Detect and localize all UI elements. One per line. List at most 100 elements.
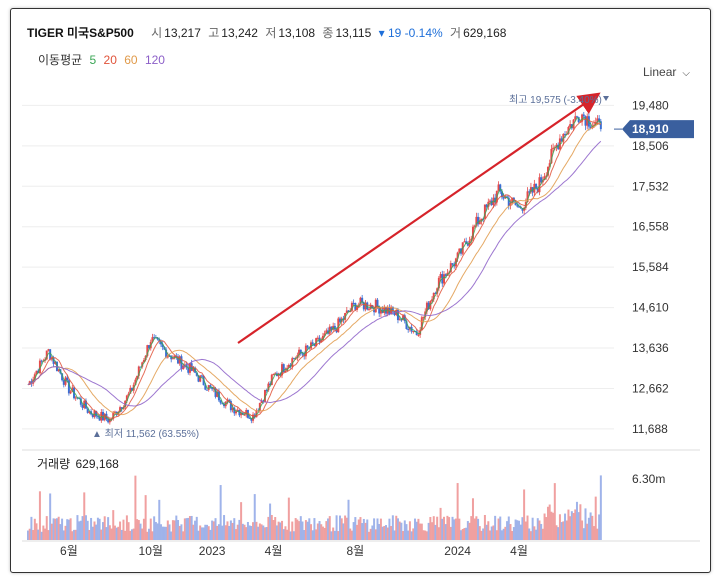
candle-body bbox=[378, 306, 381, 314]
candle-body bbox=[130, 387, 133, 391]
candle-body bbox=[540, 177, 543, 183]
candle-body bbox=[374, 299, 377, 313]
candle-body bbox=[431, 299, 434, 301]
candle-body bbox=[528, 191, 531, 193]
candle-body bbox=[364, 302, 367, 310]
volume-bar bbox=[211, 520, 214, 540]
scale-dropdown[interactable]: Linear ⌵ bbox=[643, 65, 690, 79]
candle-body bbox=[183, 364, 186, 366]
candle-body bbox=[281, 364, 284, 376]
candle-body bbox=[369, 305, 372, 310]
candle-body bbox=[229, 401, 232, 411]
volume-bar bbox=[591, 515, 594, 540]
candle-body bbox=[88, 411, 91, 413]
candle-body bbox=[402, 315, 405, 320]
volume-bar bbox=[374, 529, 377, 540]
candle-body bbox=[575, 116, 578, 118]
volume-bar bbox=[69, 518, 72, 540]
volume-bar bbox=[207, 526, 210, 540]
volume-bar bbox=[243, 524, 246, 540]
volume-bar bbox=[526, 515, 529, 540]
volume-bar bbox=[575, 501, 578, 540]
volume-bar bbox=[470, 516, 473, 540]
x-tick-label: 6월 bbox=[60, 544, 78, 558]
volume-bar bbox=[159, 524, 162, 540]
candle-body bbox=[574, 116, 577, 120]
high-label: 고 bbox=[208, 26, 220, 40]
volume-bar bbox=[572, 513, 575, 540]
volume-bar bbox=[599, 475, 602, 540]
volume-bar bbox=[596, 528, 599, 540]
candle-body bbox=[96, 416, 99, 418]
candle-body bbox=[30, 381, 33, 384]
candle-body bbox=[567, 127, 570, 134]
candle-body bbox=[458, 248, 461, 253]
candle-body bbox=[304, 345, 307, 357]
volume-bar bbox=[425, 531, 428, 540]
candle-body bbox=[412, 331, 415, 333]
volume-bar bbox=[74, 529, 77, 540]
candle-body bbox=[292, 358, 295, 360]
ma-label: 이동평균 bbox=[38, 53, 83, 67]
volume-bar bbox=[146, 531, 149, 540]
y-tick-label: 14,610 bbox=[632, 301, 669, 315]
candle-body bbox=[371, 305, 374, 309]
candle-body bbox=[485, 204, 488, 207]
candle-body bbox=[398, 319, 401, 321]
candle-body bbox=[159, 341, 162, 345]
candle-body bbox=[477, 216, 480, 225]
candle-body bbox=[192, 367, 195, 371]
volume-bar bbox=[345, 517, 348, 540]
volume-bar bbox=[100, 529, 103, 540]
candle-body bbox=[209, 385, 212, 388]
volume-bar bbox=[214, 518, 217, 540]
volume-bar bbox=[594, 496, 597, 540]
volume-bar bbox=[96, 517, 99, 540]
volume-bar bbox=[166, 520, 169, 540]
candle-body bbox=[306, 345, 309, 348]
volume-bar bbox=[381, 526, 384, 540]
candle-body bbox=[427, 302, 430, 310]
volume-bar bbox=[125, 515, 128, 540]
volume-bar bbox=[113, 525, 116, 540]
volume-bar bbox=[149, 518, 152, 540]
volume-bar bbox=[240, 502, 243, 540]
volume-bar bbox=[130, 529, 133, 540]
candle-body bbox=[385, 307, 388, 314]
candle-body bbox=[199, 375, 202, 382]
volume-bar bbox=[236, 524, 239, 540]
volume-bar bbox=[386, 527, 389, 540]
candle-body bbox=[33, 374, 36, 380]
volume-bar bbox=[458, 518, 461, 540]
candle-body bbox=[325, 330, 328, 334]
moving-average-legend[interactable]: 이동평균 5 20 60 120 bbox=[38, 51, 169, 68]
volume-bar bbox=[219, 485, 222, 540]
volume-bar bbox=[528, 528, 531, 540]
candle-body bbox=[216, 391, 219, 397]
volume-bar bbox=[301, 521, 304, 540]
volume-bar bbox=[332, 527, 335, 540]
volume-bar bbox=[495, 530, 498, 540]
candle-body bbox=[187, 367, 190, 373]
candle-body bbox=[529, 187, 532, 192]
volume-bar bbox=[342, 523, 345, 540]
candle-body bbox=[478, 220, 481, 225]
volume-bar bbox=[385, 525, 388, 540]
volume-bar bbox=[241, 523, 244, 540]
volume-bar bbox=[287, 497, 290, 540]
volume-bar bbox=[57, 516, 60, 540]
candle-body bbox=[310, 342, 313, 349]
x-tick-label: 2023 bbox=[199, 544, 226, 558]
volume-bar bbox=[422, 530, 425, 540]
volume-bar bbox=[245, 527, 248, 540]
ma-line-20 bbox=[27, 118, 602, 419]
volume-bar bbox=[279, 522, 282, 540]
volume-bar bbox=[313, 518, 316, 540]
volume-bar bbox=[489, 530, 492, 540]
volume-bar bbox=[298, 521, 301, 540]
volume-bar bbox=[567, 509, 570, 540]
volume-bar bbox=[473, 518, 476, 540]
volume-bar bbox=[134, 475, 137, 540]
volume-bar bbox=[579, 504, 582, 540]
